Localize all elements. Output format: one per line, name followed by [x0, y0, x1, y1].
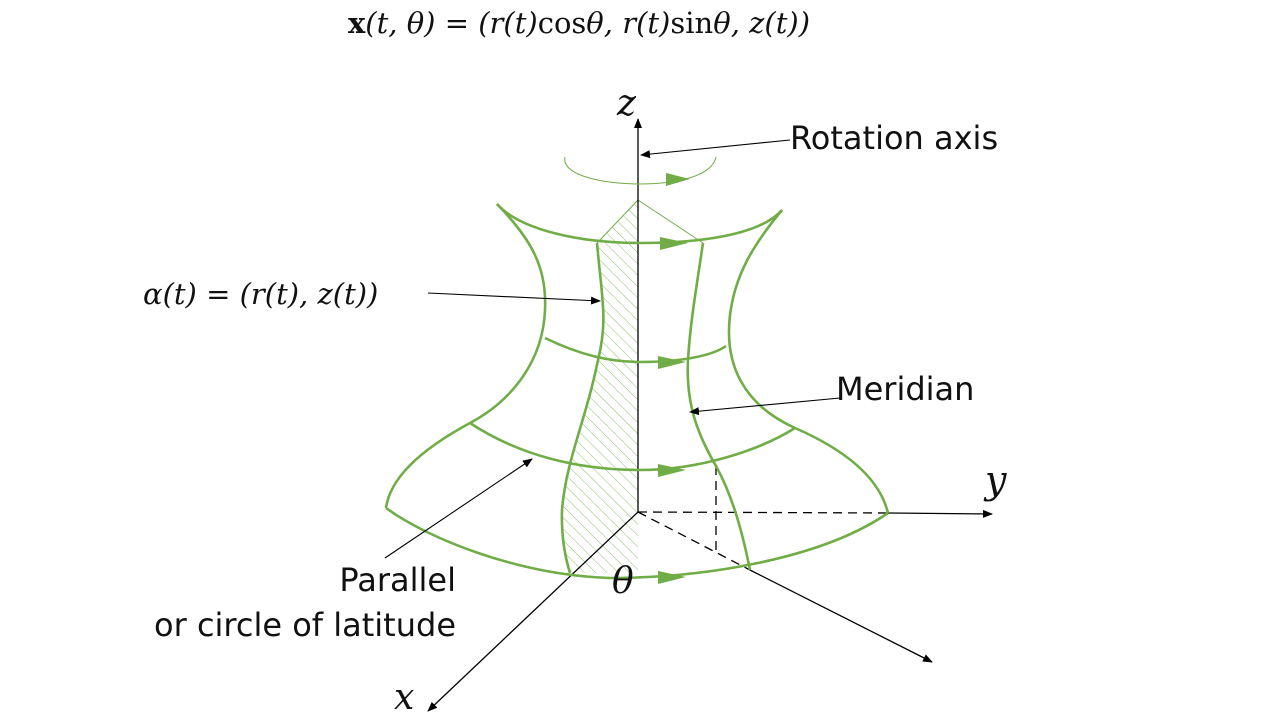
parametrization-formula: x(t, θ) = (r(t)cosθ, r(t)sinθ, z(t)) — [348, 6, 810, 40]
y-axis-label: y — [983, 458, 1007, 502]
top-cap-line-left — [596, 199, 639, 244]
parallel-label-line2: or circle of latitude — [154, 606, 456, 644]
parallel-upper — [544, 336, 727, 364]
rotation-arc — [564, 156, 717, 185]
meridian-curve — [686, 242, 752, 571]
rotation-arrowhead — [666, 173, 690, 186]
right-silhouette — [727, 209, 890, 514]
theta-label: θ — [612, 561, 634, 602]
rotation-axis-pointer — [640, 139, 791, 159]
direction-arrow-upper — [658, 356, 686, 369]
rotation-axis-label: Rotation axis — [790, 119, 998, 157]
direction-arrow-top — [660, 237, 688, 250]
y-axis-hidden — [637, 511, 889, 514]
top-rim — [496, 203, 783, 245]
alpha-curve-label: α(t) = (r(t), z(t)) — [143, 277, 378, 311]
z-axis-label: z — [616, 83, 637, 124]
parallel-pointer — [384, 458, 533, 559]
parallel-label-line1: Parallel — [339, 561, 456, 599]
y-axis — [887, 509, 993, 518]
meridian-pointer — [689, 397, 841, 416]
parallel-bottom — [385, 506, 889, 580]
parallel-middle — [469, 421, 796, 472]
x-axis-label: x — [394, 677, 414, 718]
direction-arrow-middle — [658, 464, 686, 477]
x-axis — [427, 511, 639, 712]
profile-curve-alpha — [560, 242, 605, 574]
alpha-pointer — [427, 292, 601, 305]
direction-arrow-bottom — [658, 571, 686, 584]
radial-line-hidden — [637, 511, 751, 571]
top-cap-line-right — [637, 199, 704, 244]
meridian-label: Meridian — [836, 370, 974, 408]
hatched-profile-region — [561, 200, 638, 573]
radial-line — [749, 569, 933, 663]
left-silhouette — [384, 203, 547, 509]
